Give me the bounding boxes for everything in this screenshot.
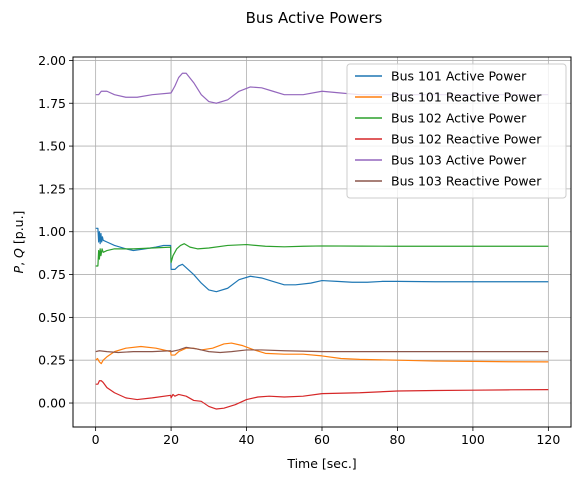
x-tick-label: 60 xyxy=(314,432,330,447)
y-tick-label: 0.25 xyxy=(38,353,66,368)
y-tick-label: 1.50 xyxy=(38,139,66,154)
series-line-1 xyxy=(95,227,549,293)
axis-ticks: 0 20 40 60 80 100 120 0.00 0.25 0.50 0.75 1.00 1.25 1… xyxy=(38,53,560,447)
y-tick-label: 2.00 xyxy=(38,53,66,68)
y-tick-label: 0.75 xyxy=(38,267,66,282)
x-tick-label: 20 xyxy=(163,432,179,447)
legend-entry-label: Bus 103 Reactive Power xyxy=(391,174,542,189)
legend-box xyxy=(346,63,567,199)
legend: Bus 101 Active Power Bus 101 Reactive Pow… xyxy=(346,63,567,199)
x-tick-label: 40 xyxy=(239,432,255,447)
y-axis-label: P, Q [p.u.] xyxy=(11,211,26,274)
series-line-3 xyxy=(95,243,549,267)
x-axis-label: Time [sec.] xyxy=(286,456,356,471)
legend-entry-label: Bus 102 Active Power xyxy=(391,111,527,126)
chart-title: Bus Active Powers xyxy=(246,9,383,27)
x-tick-label: 120 xyxy=(536,432,560,447)
y-tick-label: 1.00 xyxy=(38,224,66,239)
legend-entry-label: Bus 101 Reactive Power xyxy=(391,90,542,105)
y-tick-label: 1.75 xyxy=(38,96,66,111)
x-tick-label: 80 xyxy=(390,432,406,447)
series-line-5 xyxy=(95,72,549,104)
x-tick-label: 0 xyxy=(92,432,100,447)
legend-entry-label: Bus 102 Reactive Power xyxy=(391,132,542,147)
legend-entry-label: Bus 101 Active Power xyxy=(391,69,527,84)
plot-lines xyxy=(95,72,549,410)
y-tick-label: 0.50 xyxy=(38,310,66,325)
series-line-4 xyxy=(95,380,549,410)
legend-entry-label: Bus 103 Active Power xyxy=(391,153,527,168)
y-tick-label: 1.25 xyxy=(38,181,66,196)
x-tick-label: 100 xyxy=(461,432,485,447)
y-tick-label: 0.00 xyxy=(38,396,66,411)
series-line-6 xyxy=(95,346,549,354)
